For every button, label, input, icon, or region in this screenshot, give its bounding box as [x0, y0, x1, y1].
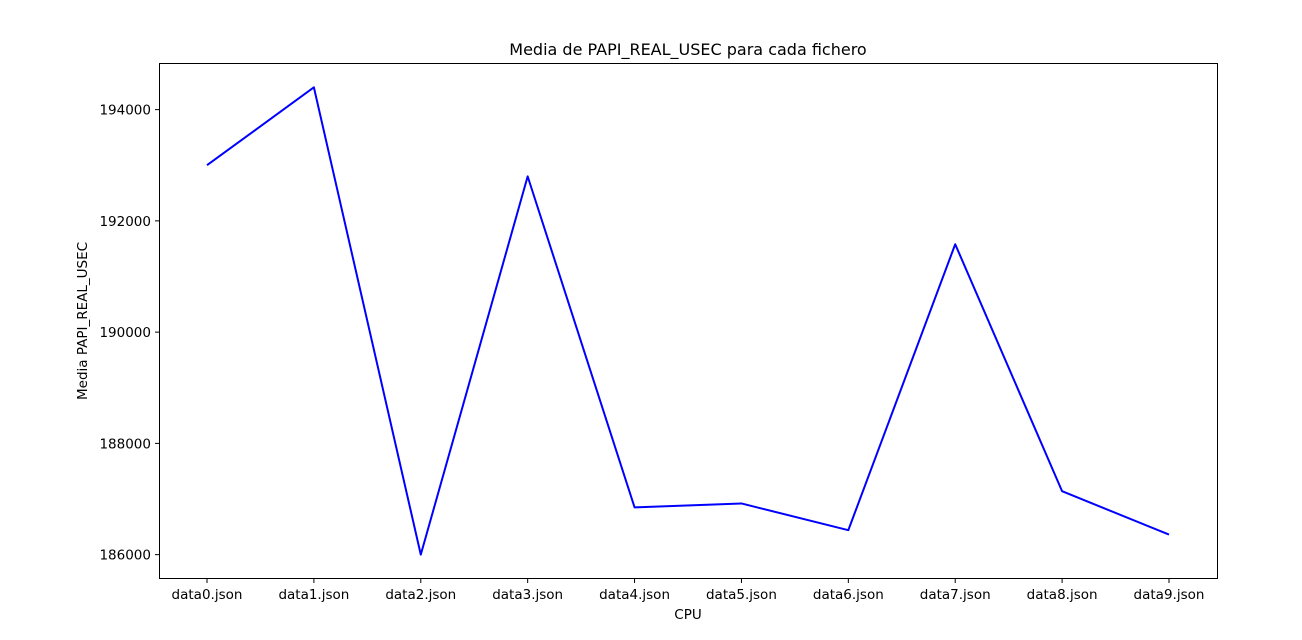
x-tick-label: data3.json: [492, 587, 563, 603]
chart-title: Media de PAPI_REAL_USEC para cada ficher…: [509, 40, 866, 60]
x-tick-label: data2.json: [385, 587, 456, 603]
y-tick-label: 192000: [99, 214, 151, 230]
y-tick-label: 188000: [99, 436, 151, 452]
x-tick-label: data4.json: [599, 587, 670, 603]
x-tick-label: data0.json: [172, 587, 243, 603]
x-tick-label: data6.json: [813, 587, 884, 603]
x-tick-label: data5.json: [706, 587, 777, 603]
x-tick-label: data9.json: [1134, 587, 1205, 603]
y-tick-label: 186000: [99, 548, 151, 564]
x-tick-label: data7.json: [920, 587, 991, 603]
plot-area: [159, 63, 1218, 579]
series-layer: [206, 86, 1170, 556]
x-axis-label: CPU: [674, 607, 701, 623]
y-tick-label: 194000: [99, 103, 151, 119]
y-tick-label: 190000: [99, 325, 151, 341]
y-axis: 186000 188000 190000 192000 194000: [99, 103, 160, 564]
y-axis-label: Media PAPI_REAL_USEC: [75, 242, 91, 400]
x-axis: data0.json data1.json data2.json data3.json…: [172, 578, 1205, 603]
series-line: [206, 86, 1170, 556]
x-tick-label: data1.json: [278, 587, 349, 603]
x-tick-label: data8.json: [1027, 587, 1098, 603]
